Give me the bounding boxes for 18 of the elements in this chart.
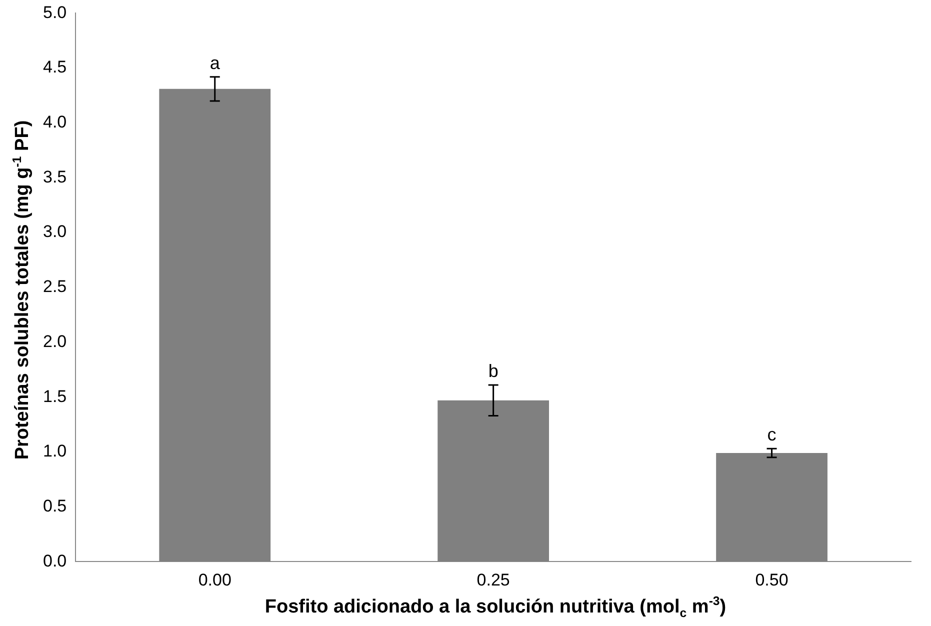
y-tick-label: 5.0: [42, 2, 67, 22]
x-tick-label: 0.25: [476, 570, 510, 590]
y-tick-label: 0.5: [42, 496, 67, 516]
x-tick-label: 0.00: [198, 570, 232, 590]
y-tick-label: 2.0: [42, 332, 67, 351]
y-tick-label: 0.0: [42, 551, 67, 570]
x-tick-label: 0.50: [755, 570, 788, 590]
y-tick-label: 3.0: [42, 222, 67, 242]
y-tick-label: 4.0: [42, 112, 67, 132]
y-tick-label: 2.5: [42, 277, 67, 296]
y-tick-label: 1.0: [42, 442, 67, 461]
annotation: c: [767, 424, 776, 445]
y-tick-label: 4.5: [42, 58, 67, 77]
x-axis-title: Fosfito adicionado a la solución nutritiva (mol$_{c}$ m$^{-3}$): [264, 594, 728, 620]
y-tick-label: 3.5: [42, 167, 67, 186]
annotation: b: [488, 360, 498, 381]
y-tick-label: 1.5: [42, 386, 67, 406]
annotation: a: [210, 52, 221, 73]
